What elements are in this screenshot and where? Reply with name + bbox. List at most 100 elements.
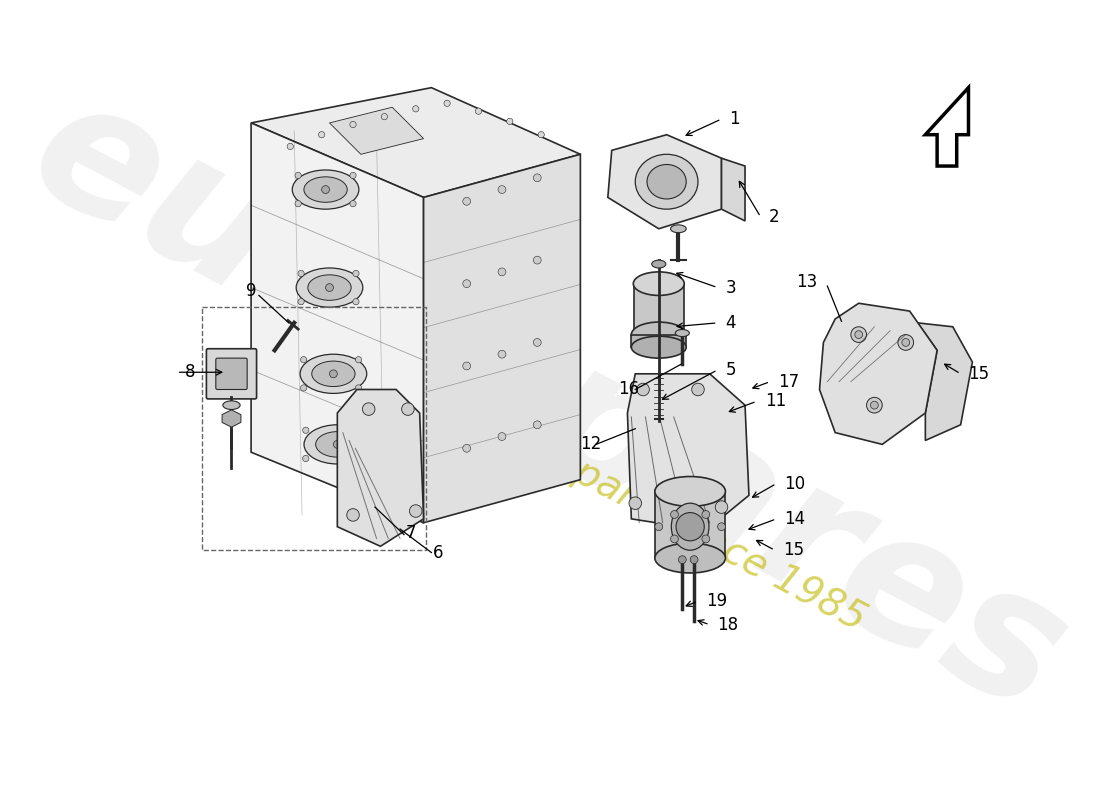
Circle shape bbox=[654, 522, 662, 530]
Ellipse shape bbox=[671, 225, 686, 233]
Circle shape bbox=[534, 421, 541, 429]
Circle shape bbox=[507, 118, 513, 125]
Ellipse shape bbox=[304, 177, 348, 202]
Text: 19: 19 bbox=[706, 592, 727, 610]
Text: 16: 16 bbox=[618, 381, 639, 398]
Polygon shape bbox=[330, 107, 424, 154]
Circle shape bbox=[870, 402, 878, 409]
Circle shape bbox=[353, 298, 359, 305]
Text: 15: 15 bbox=[783, 542, 804, 559]
Ellipse shape bbox=[675, 330, 690, 337]
Circle shape bbox=[676, 513, 704, 541]
Ellipse shape bbox=[636, 154, 698, 209]
Polygon shape bbox=[251, 88, 581, 198]
Circle shape bbox=[333, 441, 341, 448]
Text: 11: 11 bbox=[764, 392, 785, 410]
Circle shape bbox=[350, 201, 356, 207]
Ellipse shape bbox=[304, 425, 371, 464]
Polygon shape bbox=[251, 123, 424, 522]
Circle shape bbox=[671, 510, 679, 518]
Circle shape bbox=[302, 427, 309, 434]
Circle shape bbox=[298, 298, 305, 305]
Circle shape bbox=[702, 535, 710, 543]
Text: 12: 12 bbox=[581, 435, 602, 454]
Ellipse shape bbox=[311, 361, 355, 386]
Ellipse shape bbox=[647, 165, 686, 199]
Circle shape bbox=[319, 131, 324, 138]
Circle shape bbox=[717, 522, 725, 530]
Circle shape bbox=[326, 284, 333, 291]
Ellipse shape bbox=[631, 336, 686, 358]
Text: eurospares: eurospares bbox=[4, 60, 1094, 750]
Circle shape bbox=[898, 334, 914, 350]
Circle shape bbox=[538, 131, 544, 138]
Circle shape bbox=[498, 350, 506, 358]
Circle shape bbox=[463, 362, 471, 370]
Text: 14: 14 bbox=[784, 510, 805, 528]
Polygon shape bbox=[338, 390, 424, 546]
Polygon shape bbox=[627, 374, 749, 530]
Circle shape bbox=[300, 385, 307, 391]
Text: 8: 8 bbox=[185, 363, 195, 382]
Ellipse shape bbox=[654, 477, 725, 506]
Circle shape bbox=[382, 114, 387, 120]
Circle shape bbox=[353, 270, 359, 277]
Bar bbox=[202, 307, 426, 550]
Polygon shape bbox=[722, 158, 745, 221]
Circle shape bbox=[534, 174, 541, 182]
Text: a passion for parts since 1985: a passion for parts since 1985 bbox=[336, 329, 872, 638]
Circle shape bbox=[412, 106, 419, 112]
Circle shape bbox=[287, 143, 294, 150]
Circle shape bbox=[358, 427, 364, 434]
FancyBboxPatch shape bbox=[216, 358, 248, 390]
Circle shape bbox=[475, 108, 482, 114]
Text: 18: 18 bbox=[717, 616, 739, 634]
Ellipse shape bbox=[634, 272, 684, 295]
Circle shape bbox=[302, 455, 309, 462]
Circle shape bbox=[498, 186, 506, 194]
Circle shape bbox=[300, 357, 307, 363]
Circle shape bbox=[679, 556, 686, 563]
Circle shape bbox=[409, 505, 422, 518]
Text: 2: 2 bbox=[769, 208, 779, 226]
Circle shape bbox=[692, 383, 704, 396]
Text: 3: 3 bbox=[725, 278, 736, 297]
Polygon shape bbox=[820, 303, 937, 444]
Polygon shape bbox=[917, 323, 972, 441]
Circle shape bbox=[350, 122, 356, 128]
Circle shape bbox=[690, 556, 698, 563]
Ellipse shape bbox=[671, 503, 710, 550]
Circle shape bbox=[534, 256, 541, 264]
Ellipse shape bbox=[296, 268, 363, 307]
Circle shape bbox=[637, 383, 649, 396]
Circle shape bbox=[629, 497, 641, 510]
Polygon shape bbox=[222, 410, 241, 427]
Text: 13: 13 bbox=[796, 273, 817, 291]
Circle shape bbox=[463, 280, 471, 287]
Circle shape bbox=[498, 268, 506, 276]
Polygon shape bbox=[608, 134, 722, 229]
Text: 15: 15 bbox=[968, 365, 990, 383]
Ellipse shape bbox=[223, 401, 240, 410]
Circle shape bbox=[330, 370, 338, 378]
Ellipse shape bbox=[300, 354, 366, 394]
Circle shape bbox=[298, 270, 305, 277]
Circle shape bbox=[463, 198, 471, 206]
Text: 9: 9 bbox=[245, 282, 256, 301]
Circle shape bbox=[855, 330, 862, 338]
Ellipse shape bbox=[631, 322, 686, 347]
Polygon shape bbox=[634, 284, 684, 334]
Circle shape bbox=[902, 338, 910, 346]
Circle shape bbox=[295, 172, 301, 178]
FancyBboxPatch shape bbox=[207, 349, 256, 399]
Circle shape bbox=[702, 510, 710, 518]
Circle shape bbox=[671, 535, 679, 543]
Text: 6: 6 bbox=[433, 543, 443, 562]
Circle shape bbox=[498, 433, 506, 441]
Text: 10: 10 bbox=[784, 474, 805, 493]
Polygon shape bbox=[424, 154, 581, 522]
Text: 17: 17 bbox=[778, 373, 799, 390]
Polygon shape bbox=[631, 334, 686, 347]
Text: 7: 7 bbox=[406, 524, 416, 542]
Circle shape bbox=[715, 501, 728, 514]
